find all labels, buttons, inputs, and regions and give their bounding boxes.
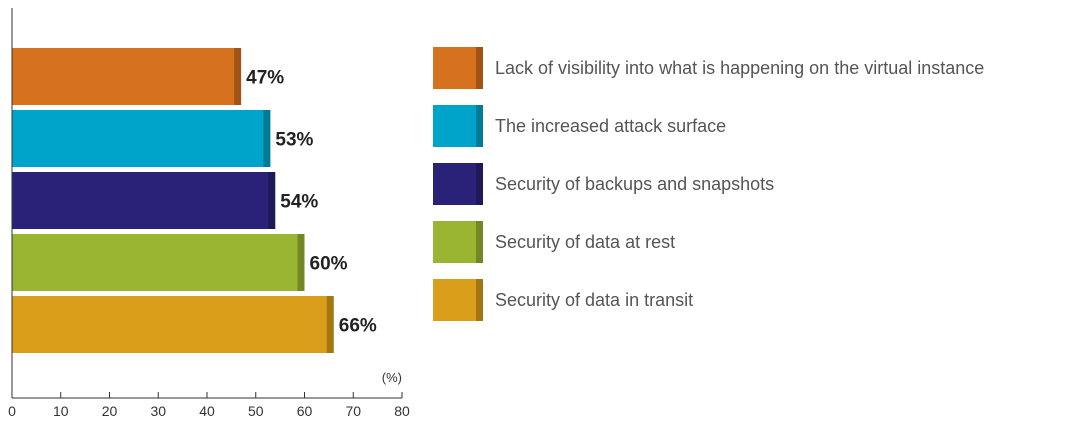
- legend-item: Security of data in transit: [433, 276, 1083, 324]
- x-tick-label: 50: [248, 403, 264, 419]
- x-tick-label: 30: [150, 403, 166, 419]
- legend-label: The increased attack surface: [495, 115, 727, 136]
- x-axis-ticks: 0 10 20 30 40 50 60 70 80: [8, 392, 410, 419]
- bar-value-label: 60%: [310, 254, 348, 275]
- legend-item: The increased attack surface: [433, 102, 1083, 150]
- legend-swatch: [433, 105, 483, 147]
- bar: [12, 110, 271, 167]
- legend-swatch: [433, 47, 483, 89]
- legend-item: Security of data at rest: [433, 218, 1083, 266]
- legend-label: Security of data in transit: [495, 289, 694, 310]
- bar-value-label: 53%: [275, 130, 313, 151]
- bar-value-label: 66%: [339, 316, 377, 337]
- bar-edge: [297, 234, 305, 291]
- legend-swatch-edge: [476, 105, 483, 147]
- legend-label: Security of backups and snapshots: [495, 173, 775, 194]
- legend-swatch-edge: [476, 47, 483, 89]
- legend-swatch: [433, 221, 483, 263]
- bars: [12, 48, 334, 353]
- legend-label: Lack of visibility into what is happenin…: [495, 57, 985, 78]
- legend-swatch-edge: [476, 279, 483, 321]
- bar-value-label: 54%: [280, 192, 318, 213]
- x-tick-label: 10: [53, 403, 69, 419]
- bar-edge: [326, 296, 334, 353]
- legend-label: Security of data at rest: [495, 231, 676, 252]
- bar: [12, 296, 334, 353]
- x-tick-label: 0: [8, 403, 16, 419]
- legend-swatch: [433, 163, 483, 205]
- bar-edge: [234, 48, 242, 105]
- bar-value-label: 47%: [246, 68, 284, 89]
- bar-edge: [263, 110, 271, 167]
- legend-swatch-edge: [476, 221, 483, 263]
- x-tick-label: 80: [394, 403, 410, 419]
- x-axis-unit: (%): [382, 370, 402, 385]
- legend-item: Security of backups and snapshots: [433, 160, 1083, 208]
- bar-chart: 66% 60% 54% 53% 47% 0 10 20 30 40 50 60 70 80 (%): [8, 8, 410, 419]
- x-tick-label: 70: [345, 403, 361, 419]
- legend: Lack of visibility into what is happenin…: [433, 44, 1083, 334]
- bar-edge: [268, 172, 276, 229]
- bar: [12, 48, 242, 105]
- bar: [12, 234, 305, 291]
- x-tick-label: 60: [297, 403, 313, 419]
- bar: [12, 172, 276, 229]
- legend-swatch-edge: [476, 163, 483, 205]
- x-tick-label: 40: [199, 403, 215, 419]
- legend-swatch: [433, 279, 483, 321]
- x-tick-label: 20: [102, 403, 118, 419]
- data-labels: 66% 60% 54% 53% 47%: [246, 68, 377, 337]
- legend-item: Lack of visibility into what is happenin…: [433, 44, 1083, 92]
